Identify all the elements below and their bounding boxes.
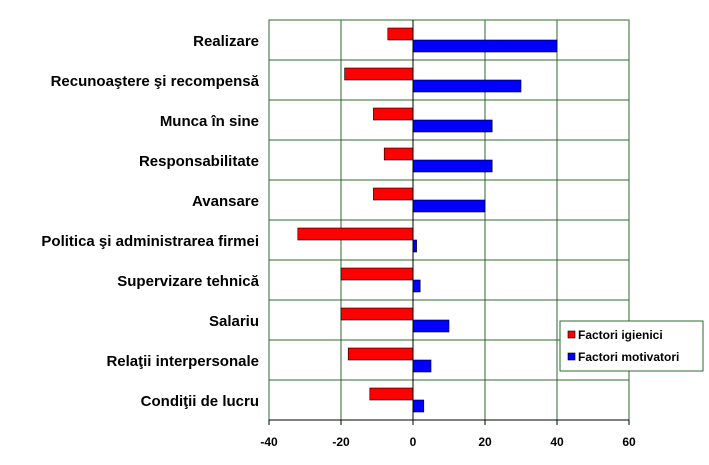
bar-factori-motivatori	[412, 359, 432, 373]
axes	[268, 20, 630, 425]
legend-box	[559, 320, 704, 372]
bar-factori-igienici	[383, 147, 414, 161]
bar-factori-motivatori	[412, 159, 493, 173]
category-labels: Realizare Recunoaştere şi recompensă Munca…	[41, 33, 259, 410]
bar-factori-igienici	[369, 387, 414, 401]
x-tick-label: 0	[410, 435, 417, 449]
category-label: Salariu	[209, 313, 259, 330]
bar-factori-igienici	[344, 67, 414, 81]
legend: Factori igienici Factori motivatori	[559, 320, 704, 372]
category-label: Condiţii de lucru	[141, 393, 259, 410]
bar-factori-igienici	[373, 107, 414, 121]
bar-factori-motivatori	[412, 119, 493, 133]
x-tick-label: -40	[260, 435, 278, 449]
legend-swatch	[567, 352, 576, 361]
bar-factori-igienici	[347, 347, 414, 361]
bar-factori-motivatori	[412, 399, 425, 413]
bar-factori-motivatori	[412, 319, 450, 333]
bar-factori-motivatori	[412, 239, 417, 253]
bar-factori-igienici	[387, 27, 414, 41]
grid-lines	[268, 20, 630, 420]
bar-factori-igienici	[373, 187, 414, 201]
category-label: Recunoaştere şi recompensă	[51, 73, 260, 90]
bar-factori-motivatori	[412, 199, 486, 213]
category-label: Realizare	[193, 33, 259, 50]
bar-factori-igienici	[340, 267, 414, 281]
bar-factori-igienici	[340, 307, 414, 321]
bar-factori-motivatori	[412, 39, 558, 53]
bars	[297, 27, 558, 413]
x-tick-label: 20	[478, 435, 492, 449]
legend-label: Factori igienici	[578, 328, 663, 342]
category-label: Politica şi administrarea firmei	[41, 233, 259, 250]
category-label: Supervizare tehnică	[117, 273, 259, 290]
bar-factori-igienici	[297, 227, 414, 241]
bar-factori-motivatori	[412, 79, 522, 93]
category-label: Responsabilitate	[139, 153, 259, 170]
category-label: Relaţii interpersonale	[106, 353, 259, 370]
x-tick-label: 60	[622, 435, 636, 449]
legend-label: Factori motivatori	[578, 350, 679, 364]
tick-labels: -40 -20 0 20 40 60	[260, 435, 636, 449]
legend-swatch	[567, 330, 576, 339]
x-tick-label: 40	[550, 435, 564, 449]
x-tick-label: -20	[332, 435, 350, 449]
category-label: Avansare	[192, 193, 259, 210]
bar-factori-motivatori	[412, 279, 421, 293]
category-label: Munca în sine	[160, 113, 259, 130]
